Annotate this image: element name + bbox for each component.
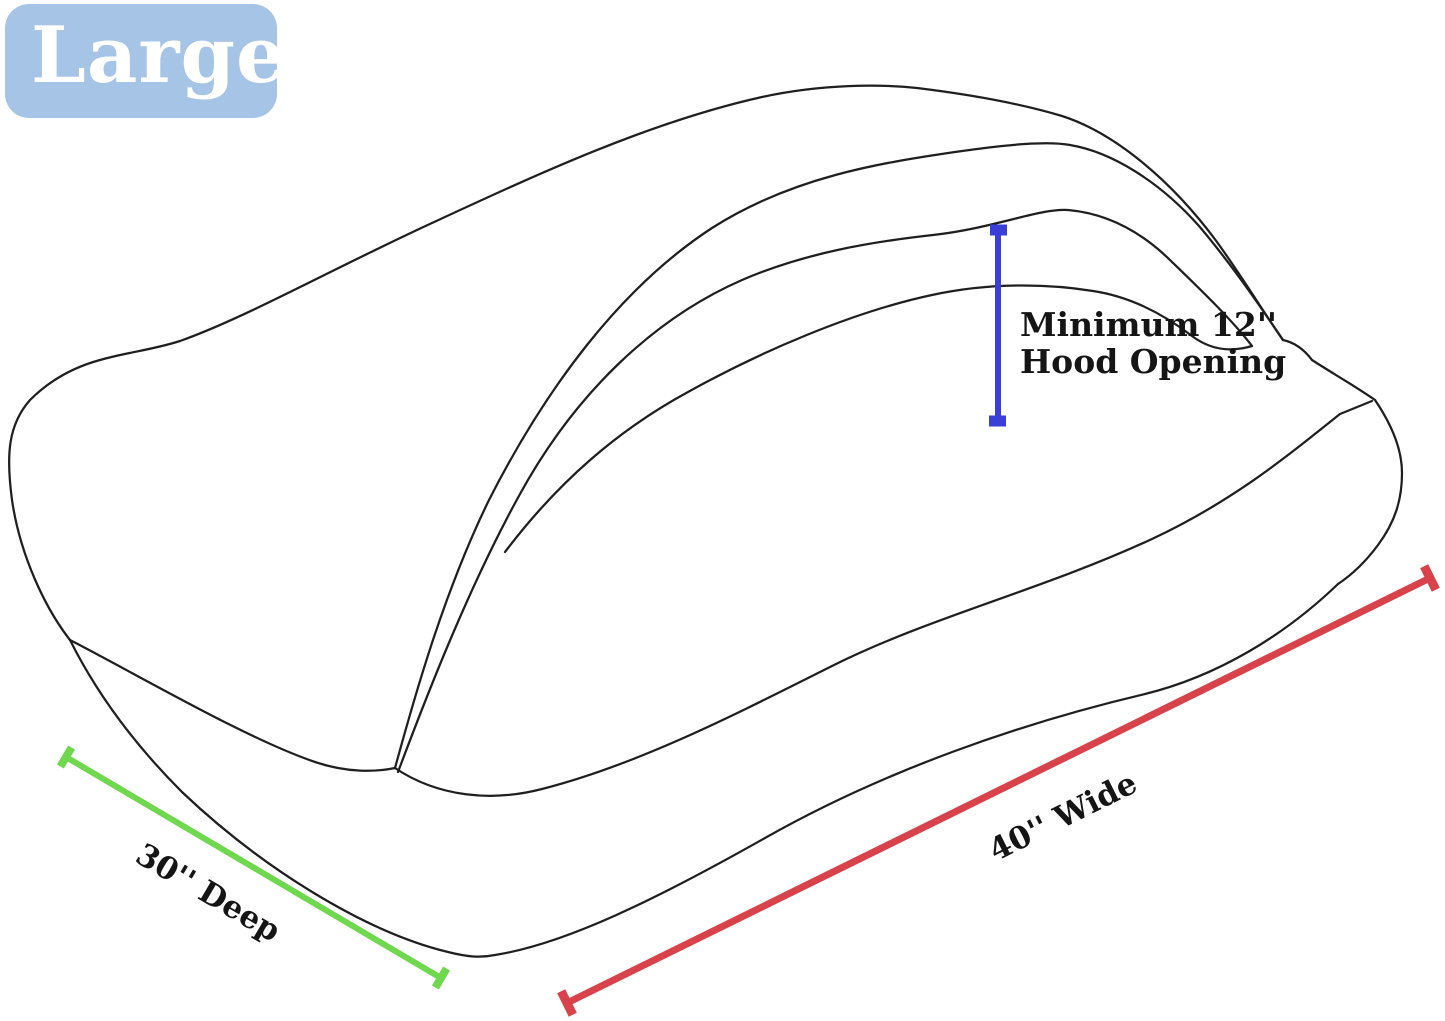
width-dimension-stem [565, 574, 1432, 1007]
base-right-corner-path [1336, 398, 1404, 586]
hood-opening-label: Minimum 12'' Hood Opening [1020, 306, 1286, 380]
cushion-top-edge-path [393, 399, 1374, 797]
width-dimension-cap-end [1420, 564, 1440, 592]
hood-opening-dimension-line [989, 224, 1007, 427]
depth-dimension-cap-start [56, 745, 76, 769]
hood-rim-outer-path [393, 142, 1285, 770]
bed-outline-group [7, 84, 1404, 958]
hood-opening-inner-edge-path [503, 284, 1254, 554]
cushion-front-lip-path [68, 638, 397, 772]
hood-opening-label-line1: Minimum 12'' [1020, 305, 1278, 344]
hood-opening-label-line2: Hood Opening [1020, 342, 1287, 381]
hood-base-fold-path [1281, 338, 1377, 402]
size-badge-label: Large [31, 10, 287, 101]
hood-rim-inner-path [396, 208, 1254, 774]
depth-dimension-stem [64, 754, 443, 981]
size-badge: Large [5, 4, 286, 118]
width-dimension-cap-start [557, 989, 577, 1017]
depth-dimension-line [56, 745, 451, 990]
depth-dimension-cap-end [431, 966, 451, 990]
base-bottom-edge-path [68, 582, 1340, 958]
width-dimension-line [557, 564, 1440, 1017]
hood-outer-outline-path [7, 84, 1285, 642]
